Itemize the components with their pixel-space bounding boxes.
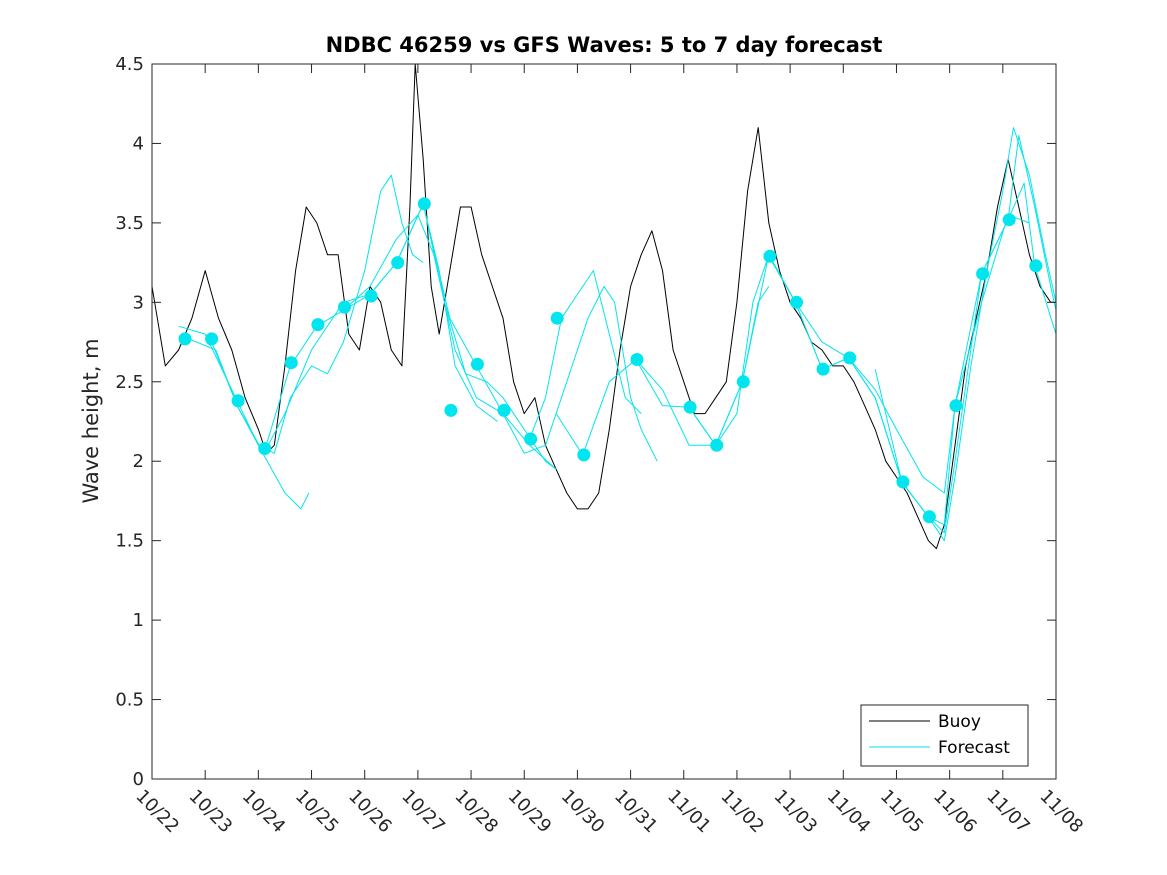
forecast-marker-25: [922, 510, 936, 524]
forecast-marker-18: [710, 438, 724, 452]
y-axis-label: Wave height, m: [79, 338, 103, 503]
forecast-marker-10: [444, 403, 458, 417]
forecast-marker-14: [550, 311, 564, 325]
chart-title: NDBC 46259 vs GFS Waves: 5 to 7 day fore…: [326, 33, 883, 57]
forecast-marker-1: [205, 332, 219, 346]
legend-label-buoy: Buoy: [938, 712, 981, 732]
forecast-marker-17: [683, 400, 697, 414]
forecast-marker-4: [284, 356, 298, 370]
forecast-marker-9: [417, 197, 431, 211]
forecast-marker-27: [976, 267, 990, 281]
forecast-marker-20: [763, 249, 777, 263]
legend-box: [860, 704, 1029, 767]
forecast-marker-5: [311, 318, 325, 332]
y-axis: 0 0.5 1 1.5 2 2.5 3 3.5 4 4.5: [115, 54, 1056, 790]
forecast-marker-15: [577, 448, 591, 462]
forecast-marker-26: [949, 399, 963, 413]
y-tick-label: 3: [133, 292, 144, 313]
forecast-marker-22: [816, 362, 830, 376]
forecast-marker-28: [1002, 213, 1016, 227]
series-line-forecast-6: [422, 203, 658, 462]
forecast-marker-2: [231, 394, 245, 408]
marker-layer: [178, 197, 1043, 524]
legend: Buoy Forecast: [860, 704, 1029, 767]
forecast-marker-19: [736, 375, 750, 389]
y-tick-label: 2.5: [115, 372, 144, 393]
y-tick-label: 3.5: [115, 213, 144, 234]
forecast-marker-16: [630, 353, 644, 366]
forecast-marker-8: [391, 256, 405, 270]
y-tick-label: 1.5: [115, 531, 144, 552]
y-tick-label: 2: [133, 451, 144, 472]
series-line-forecast-7: [529, 270, 642, 440]
plot-area-frame: [151, 63, 1057, 780]
forecast-marker-29: [1029, 259, 1043, 273]
forecast-marker-13: [524, 432, 538, 446]
y-tick-label: 1: [133, 610, 144, 631]
forecast-marker-11: [470, 357, 484, 371]
series-line-buoy: [152, 64, 1056, 550]
legend-label-forecast: Forecast: [938, 738, 1010, 758]
forecast-marker-7: [364, 289, 378, 303]
forecast-marker-23: [843, 351, 857, 365]
forecast-marker-21: [790, 295, 803, 309]
forecast-marker-24: [896, 475, 910, 489]
y-tick-label: 4: [133, 133, 144, 154]
forecast-marker-12: [497, 403, 511, 417]
y-tick-label: 0: [133, 769, 144, 790]
y-tick-label: 4.5: [115, 54, 144, 75]
forecast-marker-3: [258, 442, 272, 455]
forecast-marker-0: [178, 332, 192, 346]
series-line-forecast-11: [768, 127, 1056, 542]
y-tick-label: 0.5: [115, 690, 144, 711]
forecast-marker-6: [338, 300, 351, 314]
